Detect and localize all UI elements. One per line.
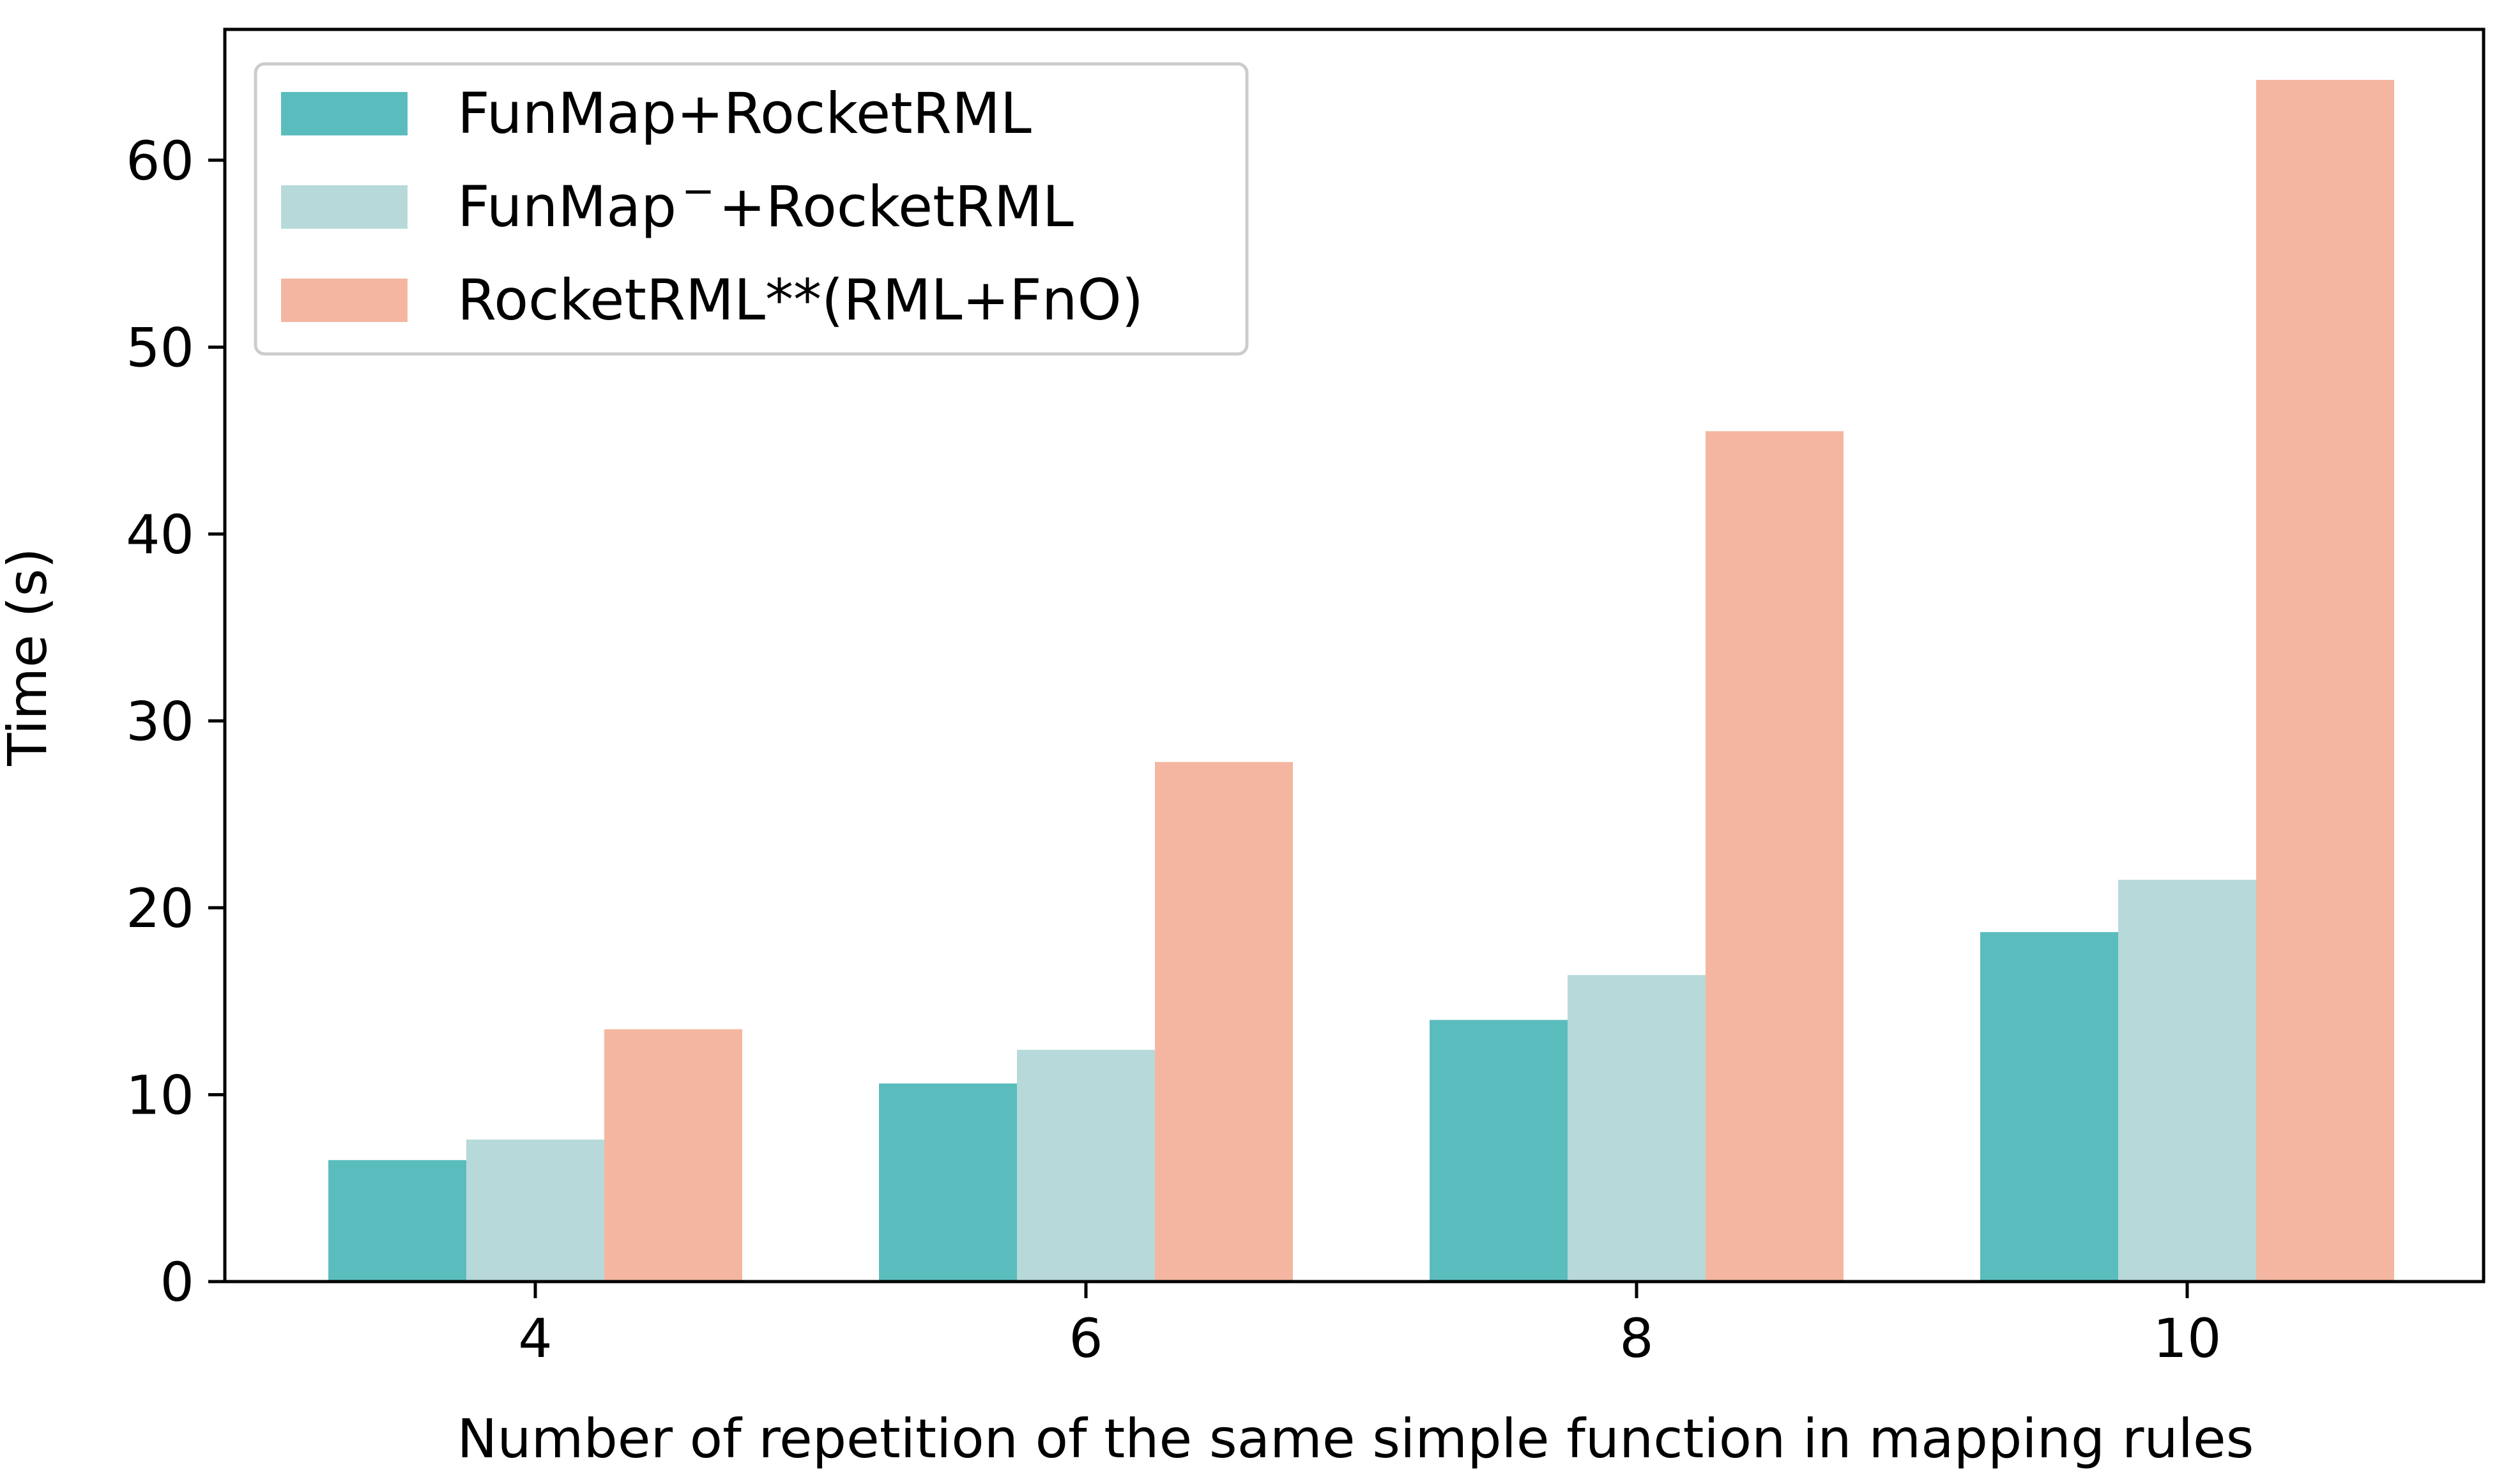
- y-axis-label: Time (s): [0, 548, 59, 767]
- y-tick-label: 20: [126, 877, 194, 940]
- bar-series2-cat-10: [2118, 880, 2256, 1282]
- legend-swatch-2: [281, 185, 408, 229]
- bar-series3-cat-8: [1706, 431, 1844, 1282]
- x-tick-label: 10: [2153, 1307, 2222, 1370]
- legend-swatch-1: [281, 92, 408, 135]
- bar-series3-cat-6: [1155, 762, 1293, 1282]
- bars-layer: [328, 79, 2394, 1282]
- legend-swatch-3: [281, 279, 408, 322]
- x-tick-label: 6: [1069, 1307, 1103, 1370]
- bar-series1-cat-6: [879, 1083, 1017, 1282]
- bar-series1-cat-8: [1430, 1020, 1568, 1282]
- legend: FunMap+RocketRML FunMap −+RocketRML RocketR…: [254, 62, 1249, 356]
- y-tick-label: 60: [126, 130, 194, 192]
- bar-series3-cat-10: [2256, 79, 2394, 1282]
- y-tick-label: 10: [126, 1064, 194, 1126]
- y-tick-label: 50: [126, 316, 194, 379]
- legend-label-3: RocketRML**(RML+FnO): [457, 267, 1143, 333]
- bar-series1-cat-4: [328, 1160, 466, 1282]
- legend-label-2: FunMap −+RocketRML: [457, 167, 1074, 240]
- y-tick-label: 0: [160, 1251, 194, 1314]
- bar-series3-cat-4: [604, 1029, 742, 1282]
- ticks-layer: 0 10 20 30 40 50 60 4 6 8 10: [126, 130, 2221, 1370]
- legend-box: [254, 62, 1249, 356]
- x-axis-label: Number of repetition of the same simple …: [457, 1407, 2254, 1470]
- bar-series2-cat-6: [1017, 1050, 1155, 1282]
- x-tick-label: 8: [1619, 1307, 1653, 1370]
- bar-series2-cat-4: [466, 1139, 604, 1282]
- bar-series2-cat-8: [1568, 975, 1706, 1282]
- plot-frame: [223, 27, 2486, 1284]
- y-tick-label: 40: [126, 503, 194, 566]
- x-tick-label: 4: [518, 1307, 552, 1370]
- bar-series1-cat-10: [1980, 931, 2118, 1282]
- y-tick-label: 30: [126, 690, 194, 753]
- axes-layer: [223, 27, 2486, 1284]
- legend-label-1: FunMap+RocketRML: [457, 80, 1032, 146]
